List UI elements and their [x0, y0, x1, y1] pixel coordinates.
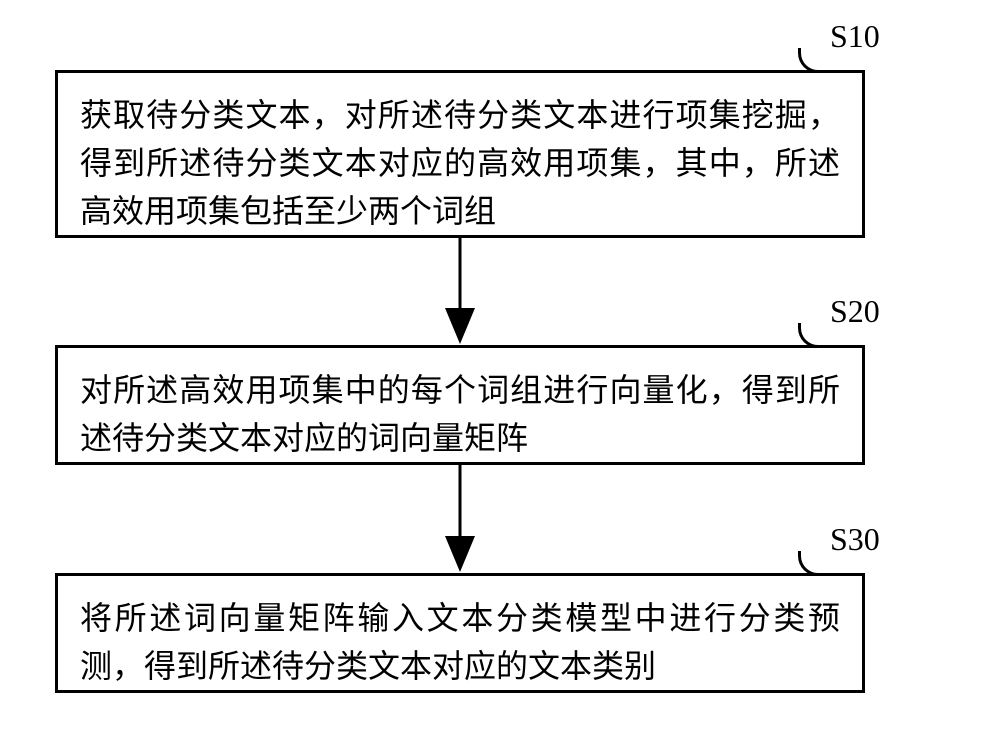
step-box-s20: 对所述高效用项集中的每个词组进行向量化，得到所述待分类文本对应的词向量矩阵: [55, 345, 865, 465]
step-box-s10: 获取待分类文本，对所述待分类文本进行项集挖掘，得到所述待分类文本对应的高效用项集…: [55, 70, 865, 238]
flowchart-container: S10 获取待分类文本，对所述待分类文本进行项集挖掘，得到所述待分类文本对应的高…: [0, 0, 1000, 739]
step-box-s30: 将所述词向量矩阵输入文本分类模型中进行分类预测，得到所述待分类文本对应的文本类别: [55, 573, 865, 693]
label-s10: S10: [830, 18, 880, 55]
label-s20: S20: [830, 293, 880, 330]
label-s30: S30: [830, 521, 880, 558]
